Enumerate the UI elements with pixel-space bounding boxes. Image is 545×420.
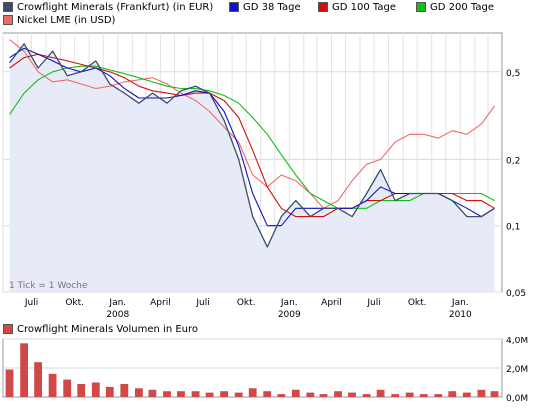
volume-chart-title: Crowflight Minerals Volumen in Euro bbox=[17, 324, 199, 335]
price-area-fill bbox=[9, 43, 495, 292]
x-tick-label-month: April bbox=[150, 298, 171, 308]
volume-bar bbox=[191, 391, 200, 397]
x-tick-label-year: 2009 bbox=[278, 310, 301, 320]
volume-bar bbox=[334, 391, 342, 397]
y-tick-label: 0,2 bbox=[506, 156, 520, 166]
legend-swatch-nickel bbox=[3, 14, 13, 25]
volume-bar bbox=[348, 392, 356, 397]
volume-bar bbox=[20, 343, 28, 397]
legend-item-gd200: GD 200 Tage bbox=[416, 1, 494, 14]
legend-swatch-gd200 bbox=[416, 1, 426, 12]
x-tick-label-month: Jan. bbox=[108, 298, 126, 308]
x-tick-label-year: 2008 bbox=[106, 310, 129, 320]
volume-legend-swatch bbox=[3, 324, 13, 334]
volume-bars bbox=[5, 343, 499, 398]
x-tick-label-month: Juli bbox=[195, 298, 209, 308]
legend-label-crowflight-price: Crowflight Minerals (Frankfurt) (in EUR) bbox=[17, 2, 214, 13]
volume-bar bbox=[319, 394, 328, 397]
volume-bar bbox=[91, 382, 100, 397]
series-line-nickel bbox=[9, 39, 495, 209]
price-series-lines bbox=[9, 39, 495, 248]
price-y-axis: 0,5 0,2 0,1 0,05 bbox=[506, 69, 526, 299]
volume-bar bbox=[34, 362, 42, 397]
volume-y-tick-label: 2,0M bbox=[506, 365, 528, 375]
chart-legend: Crowflight Minerals (Frankfurt) (in EUR)… bbox=[0, 0, 545, 28]
volume-bar bbox=[306, 392, 315, 397]
volume-bar bbox=[205, 392, 214, 397]
volume-bar bbox=[163, 391, 171, 397]
x-tick-label-year: 2010 bbox=[449, 310, 472, 320]
volume-bar bbox=[48, 373, 57, 397]
volume-bar bbox=[5, 369, 14, 397]
volume-bar bbox=[362, 394, 371, 397]
volume-bar bbox=[462, 392, 471, 397]
x-tick-label-month: Okt. bbox=[408, 298, 427, 308]
volume-bar bbox=[234, 392, 243, 397]
legend-swatch-gd38 bbox=[229, 1, 239, 12]
volume-bar bbox=[490, 391, 499, 397]
volume-bar bbox=[277, 394, 286, 397]
volume-y-tick-label: 4,0M bbox=[506, 337, 528, 346]
volume-bar bbox=[376, 389, 385, 398]
volume-bar bbox=[63, 379, 72, 397]
volume-bar bbox=[177, 391, 185, 397]
volume-bar bbox=[120, 384, 129, 397]
x-tick-label-month: April bbox=[321, 298, 342, 308]
x-tick-label-month: Juli bbox=[24, 298, 38, 308]
legend-label-gd38: GD 38 Tage bbox=[243, 2, 301, 13]
legend-swatch-gd100 bbox=[318, 1, 328, 12]
x-tick-label-month: Okt. bbox=[65, 298, 84, 308]
y-tick-label: 0,05 bbox=[506, 289, 526, 299]
tick-note: 1 Tick = 1 Woche bbox=[9, 281, 88, 291]
volume-chart: 4,0M 2,0M 0,0M bbox=[2, 337, 528, 404]
volume-bar bbox=[263, 391, 272, 397]
y-tick-label: 0,5 bbox=[506, 69, 520, 79]
series-line-crowflight-price bbox=[9, 43, 495, 248]
legend-item-nickel: Nickel LME (in USD) bbox=[3, 14, 115, 27]
legend-item-crowflight-price: Crowflight Minerals (Frankfurt) (in EUR) bbox=[3, 1, 213, 14]
volume-bar bbox=[291, 389, 300, 398]
legend-label-gd100: GD 100 Tage bbox=[332, 2, 396, 13]
volume-y-tick-label: 0,0M bbox=[506, 394, 528, 404]
x-tick-label-month: Jan. bbox=[280, 298, 298, 308]
series-line-gd200 bbox=[9, 65, 495, 209]
y-tick-label: 0,1 bbox=[506, 223, 520, 233]
volume-bar bbox=[419, 394, 428, 397]
volume-bar bbox=[391, 394, 400, 397]
volume-y-axis: 4,0M 2,0M 0,0M bbox=[506, 337, 528, 404]
legend-item-gd38: GD 38 Tage bbox=[229, 1, 301, 14]
volume-bar bbox=[248, 388, 257, 397]
volume-bar bbox=[448, 391, 457, 397]
x-tick-label-month: Juli bbox=[366, 298, 380, 308]
legend-label-gd200: GD 200 Tage bbox=[430, 2, 494, 13]
volume-legend: Crowflight Minerals Volumen in Euro bbox=[3, 324, 198, 336]
volume-bar bbox=[77, 384, 86, 397]
price-chart: 1 Tick = 1 Woche 0,50,20,10,05 Juli Okt. J… bbox=[2, 32, 526, 320]
legend-item-gd100: GD 100 Tage bbox=[318, 1, 396, 14]
volume-bar bbox=[148, 389, 157, 398]
x-tick-label-month: Jan. bbox=[451, 298, 469, 308]
legend-label-nickel: Nickel LME (in USD) bbox=[17, 15, 116, 26]
volume-bar bbox=[220, 391, 228, 397]
volume-grid bbox=[3, 338, 502, 369]
volume-bar bbox=[434, 394, 443, 397]
x-tick-label-month: Okt. bbox=[237, 298, 256, 308]
price-x-axis: Juli Okt. Jan. April Juli Okt. Jan. April Juli Ok… bbox=[24, 298, 472, 320]
volume-bar bbox=[477, 389, 486, 398]
volume-bar bbox=[135, 388, 143, 397]
volume-bar bbox=[405, 392, 414, 397]
volume-bar bbox=[105, 386, 114, 397]
legend-swatch-crowflight-price bbox=[3, 1, 13, 12]
